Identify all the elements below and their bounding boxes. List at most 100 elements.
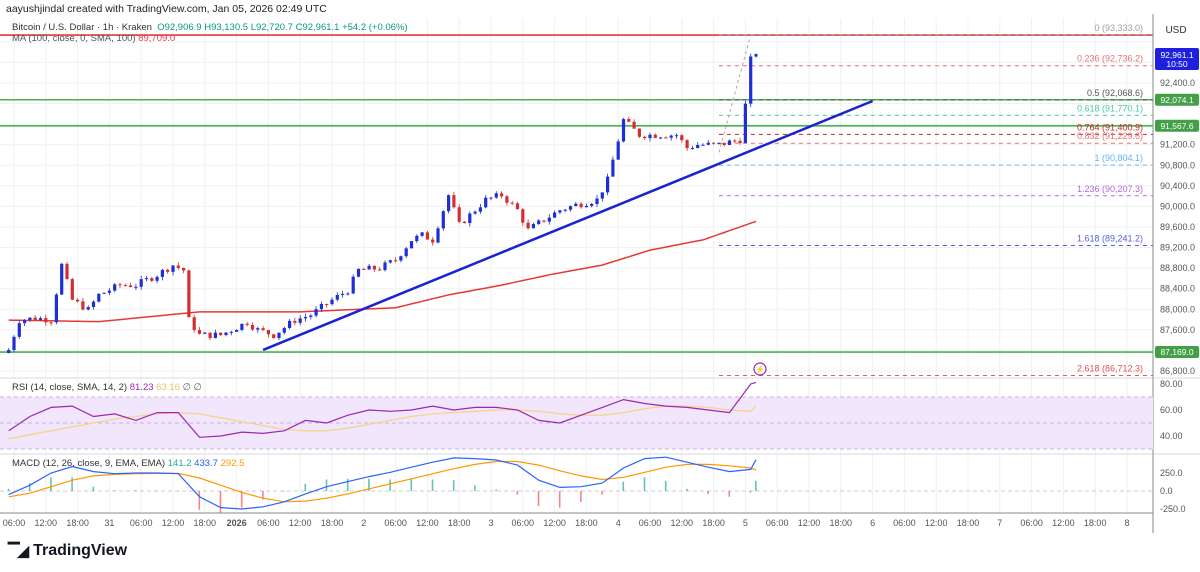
fib-anchor-line[interactable] — [718, 34, 752, 153]
candle-up[interactable] — [330, 299, 334, 305]
candle-up[interactable] — [314, 309, 318, 316]
candle-up[interactable] — [531, 224, 535, 229]
candle-down[interactable] — [65, 263, 69, 280]
candle-down[interactable] — [192, 317, 196, 331]
candle-down[interactable] — [208, 332, 212, 339]
symbol-name[interactable]: Bitcoin / U.S. Dollar · 1h · Kraken — [12, 22, 152, 33]
candle-down[interactable] — [425, 232, 429, 240]
candle-down[interactable] — [150, 278, 154, 281]
price-chart[interactable]: 0 (93,333.0) 0.236 (92,736.2) 0.5 (92,068.… — [0, 0, 1200, 540]
support-trendline[interactable] — [262, 99, 874, 352]
candle-down[interactable] — [33, 317, 37, 320]
candle-up[interactable] — [568, 206, 573, 210]
candle-up[interactable] — [346, 293, 350, 295]
candle-up[interactable] — [23, 320, 27, 324]
candle-up[interactable] — [727, 140, 732, 145]
candle-up[interactable] — [574, 203, 578, 207]
candle-up[interactable] — [553, 212, 557, 218]
candle-up[interactable] — [309, 315, 313, 317]
candle-up[interactable] — [224, 332, 228, 336]
candle-up[interactable] — [590, 203, 594, 206]
candle-down[interactable] — [261, 328, 265, 331]
candle-up[interactable] — [611, 159, 615, 177]
candle-down[interactable] — [49, 322, 53, 324]
candle-down[interactable] — [70, 279, 74, 300]
candle-up[interactable] — [616, 141, 620, 160]
candle-down[interactable] — [81, 301, 85, 310]
candle-down[interactable] — [505, 196, 509, 203]
candle-up[interactable] — [356, 268, 361, 277]
candle-up[interactable] — [171, 265, 175, 272]
candle-down[interactable] — [245, 323, 249, 325]
candle-down[interactable] — [579, 203, 583, 208]
candle-down[interactable] — [500, 193, 504, 197]
candle-up[interactable] — [341, 293, 345, 295]
candle-up[interactable] — [659, 137, 663, 139]
candle-up[interactable] — [213, 332, 217, 339]
candle-up[interactable] — [288, 320, 292, 328]
candle-down[interactable] — [680, 135, 684, 141]
candle-up[interactable] — [134, 286, 138, 288]
candle-down[interactable] — [510, 202, 514, 204]
candle-up[interactable] — [743, 103, 747, 144]
candle-down[interactable] — [722, 142, 726, 145]
candle-up[interactable] — [468, 213, 472, 224]
candle-up[interactable] — [107, 290, 111, 293]
candle-down[interactable] — [394, 260, 398, 262]
candle-up[interactable] — [86, 307, 90, 310]
candle-down[interactable] — [187, 270, 191, 318]
candle-down[interactable] — [521, 209, 525, 223]
candle-up[interactable] — [489, 197, 493, 199]
candle-up[interactable] — [97, 293, 101, 302]
candle-up[interactable] — [415, 235, 419, 242]
candle-up[interactable] — [558, 210, 562, 213]
candle-up[interactable] — [537, 220, 541, 225]
candle-down[interactable] — [372, 265, 376, 270]
candle-up[interactable] — [696, 145, 700, 149]
candle-down[interactable] — [129, 285, 133, 288]
candle-up[interactable] — [547, 217, 551, 222]
candle-up[interactable] — [754, 54, 758, 57]
candle-up[interactable] — [563, 209, 567, 211]
candle-up[interactable] — [701, 144, 705, 146]
candle-up[interactable] — [706, 142, 710, 145]
candle-down[interactable] — [182, 267, 186, 271]
candle-up[interactable] — [717, 142, 721, 144]
candle-up[interactable] — [38, 318, 43, 320]
candle-down[interactable] — [712, 142, 716, 144]
candle-up[interactable] — [17, 323, 21, 337]
rsi-legend[interactable]: RSI (14, close, SMA, 14, 2) 81.23 63.16 … — [12, 382, 202, 393]
candle-up[interactable] — [144, 278, 149, 280]
candle-up[interactable] — [690, 148, 694, 150]
candle-up[interactable] — [584, 205, 588, 208]
candle-down[interactable] — [219, 332, 223, 336]
candle-down[interactable] — [643, 136, 647, 139]
candle-up[interactable] — [28, 317, 32, 321]
candle-down[interactable] — [197, 330, 202, 334]
candle-up[interactable] — [139, 279, 143, 287]
candle-down[interactable] — [632, 121, 636, 129]
candle-down[interactable] — [176, 265, 180, 268]
candle-down[interactable] — [76, 299, 80, 302]
candle-up[interactable] — [203, 332, 207, 334]
candle-up[interactable] — [319, 303, 323, 310]
candle-down[interactable] — [653, 134, 657, 138]
candle-up[interactable] — [484, 197, 488, 208]
candle-up[interactable] — [102, 292, 106, 294]
candle-down[interactable] — [362, 268, 366, 270]
candle-up[interactable] — [91, 301, 96, 308]
candle-down[interactable] — [685, 140, 689, 149]
candle-down[interactable] — [272, 334, 276, 339]
candle-up[interactable] — [648, 134, 652, 139]
candle-up[interactable] — [113, 284, 117, 291]
candle-up[interactable] — [447, 195, 451, 212]
candle-up[interactable] — [404, 248, 408, 257]
candle-up[interactable] — [473, 211, 477, 214]
candle-up[interactable] — [256, 328, 260, 330]
candle-down[interactable] — [378, 269, 382, 271]
candle-down[interactable] — [627, 119, 631, 122]
candle-down[interactable] — [738, 140, 742, 144]
candle-up[interactable] — [600, 192, 604, 199]
alert-lightning-icon[interactable] — [753, 362, 767, 376]
candle-up[interactable] — [420, 232, 424, 236]
